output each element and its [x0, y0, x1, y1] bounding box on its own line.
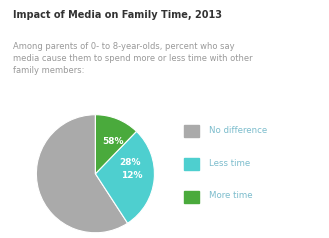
- Text: Less time: Less time: [209, 159, 250, 168]
- Wedge shape: [95, 115, 137, 174]
- Text: No difference: No difference: [209, 126, 267, 135]
- FancyBboxPatch shape: [184, 125, 199, 137]
- Text: Impact of Media on Family Time, 2013: Impact of Media on Family Time, 2013: [13, 10, 222, 20]
- Text: Among parents of 0- to 8-year-olds, percent who say
media cause them to spend mo: Among parents of 0- to 8-year-olds, perc…: [13, 41, 253, 75]
- FancyBboxPatch shape: [184, 191, 199, 203]
- Text: 12%: 12%: [121, 170, 143, 179]
- FancyBboxPatch shape: [184, 158, 199, 170]
- Text: More time: More time: [209, 191, 252, 200]
- Text: 58%: 58%: [102, 137, 124, 146]
- Wedge shape: [95, 131, 154, 223]
- Text: 28%: 28%: [119, 158, 141, 167]
- Wedge shape: [37, 115, 128, 233]
